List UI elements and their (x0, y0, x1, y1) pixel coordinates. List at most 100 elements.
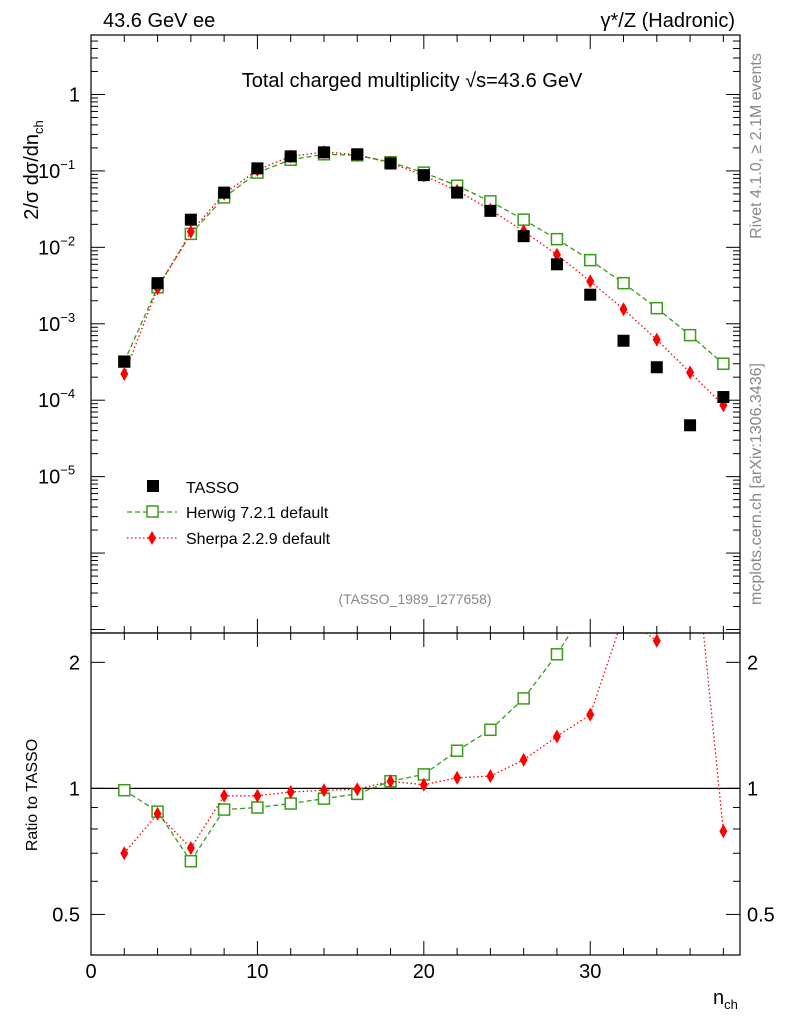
y-tick-label: 10−3 (38, 310, 75, 336)
ratio-point-sherpa (186, 841, 195, 856)
ratio-point-sherpa (552, 729, 561, 744)
y-tick-exponent: −4 (60, 386, 75, 401)
ratio-point-herwig (484, 723, 497, 737)
ratio-point-sherpa (286, 785, 295, 800)
main-panel: 1 10−1 10−2 10−3 10−4 10−5 Total charged mult… (21, 34, 741, 634)
ratio-point-herwig (550, 648, 564, 661)
main-point-tasso (251, 162, 264, 175)
legend-marker-sherpa (148, 531, 156, 545)
main-point-sherpa (586, 274, 595, 289)
ratio-point-herwig (450, 744, 464, 757)
x-tick-label: 20 (413, 961, 435, 983)
y-tick-exponent: −3 (60, 310, 75, 325)
legend: TASSO Herwig 7.2.1 default Sherpa 2.2.9 … (127, 480, 331, 548)
main-point-herwig (617, 276, 630, 290)
ratio-point-sherpa (386, 774, 395, 789)
ratio-panel: 2 2 1 1 0.5 0.5 0 10 20 30 Ratio to TASSO nch (24, 632, 775, 1012)
ratio-y-tick-labels: 2 2 1 1 0.5 0.5 (52, 652, 775, 926)
main-point-herwig (683, 328, 697, 342)
ratio-y-tick-label-right: 2 (747, 652, 758, 674)
y-tick-exponent: −5 (60, 463, 75, 478)
legend-marker-tasso (147, 480, 159, 492)
ratio-point-sherpa (719, 824, 728, 839)
legend-label-herwig: Herwig 7.2.1 default (186, 505, 329, 522)
main-point-herwig (650, 301, 664, 315)
main-y-axis-title: 2/σ dσ/dnch (21, 120, 46, 220)
ratio-point-sherpa (120, 846, 129, 861)
ratio-frame (90, 632, 741, 956)
ratio-y-tick-label: 1 (69, 778, 80, 800)
main-series-layer (118, 144, 730, 432)
x-tick-label: 10 (246, 961, 268, 983)
ratio-point-herwig (517, 692, 530, 705)
main-point-tasso (184, 213, 197, 226)
ratio-series-layer (118, 632, 728, 868)
main-point-tasso (118, 355, 131, 368)
y-tick-label: 10−4 (38, 386, 75, 412)
ratio-y-tick-label: 0.5 (52, 904, 80, 926)
ratio-point-herwig (118, 783, 131, 797)
y-tick-exponent: −2 (60, 233, 75, 248)
ratio-point-sherpa (519, 752, 528, 767)
main-point-tasso (417, 169, 430, 182)
ratio-point-sherpa (253, 788, 262, 803)
main-point-tasso (550, 258, 563, 271)
main-point-herwig (717, 357, 730, 370)
main-point-tasso (617, 334, 630, 347)
main-point-herwig (550, 232, 564, 246)
main-point-sherpa (186, 224, 195, 239)
y-tick-label: 10−5 (38, 463, 75, 489)
process-label: γ*/Z (Hadronic) (601, 10, 735, 32)
ratio-point-herwig (184, 854, 198, 868)
rivet-version-label: Rivet 4.1.0, ≥ 2.1M events (748, 53, 765, 239)
ratio-point-sherpa (652, 633, 661, 648)
ratio-point-sherpa (453, 770, 462, 785)
main-point-tasso (317, 146, 330, 159)
ratio-y-tick-label-right: 0.5 (747, 904, 775, 926)
analysis-watermark: (TASSO_1989_I277658) (338, 591, 491, 607)
ratio-point-sherpa (586, 707, 595, 722)
main-point-tasso (584, 288, 597, 301)
x-axis-label: nch (713, 987, 738, 1012)
ratio-point-sherpa (486, 769, 495, 784)
main-point-tasso (384, 157, 397, 170)
main-point-herwig (583, 253, 597, 267)
legend-entry-sherpa: Sherpa 2.2.9 default (127, 531, 331, 548)
y-tick-label: 10−2 (38, 233, 75, 259)
ratio-line-sherpa (123, 632, 725, 854)
main-title: Total charged multiplicity √s=43.6 GeV (242, 70, 583, 92)
energy-label: 43.6 GeV ee (103, 10, 215, 32)
main-point-tasso (650, 361, 663, 374)
legend-entry-herwig: Herwig 7.2.1 default (127, 505, 329, 522)
ratio-point-herwig (217, 803, 231, 816)
main-point-tasso (517, 230, 530, 243)
y-tick-label: 1 (69, 84, 80, 106)
main-point-tasso (684, 419, 697, 432)
ratio-point-herwig (284, 797, 297, 810)
main-point-sherpa (619, 302, 628, 317)
main-point-sherpa (552, 247, 561, 262)
x-tick-label: 30 (579, 961, 601, 983)
main-point-sherpa (686, 365, 695, 380)
main-point-tasso (451, 186, 464, 199)
main-point-sherpa (120, 367, 129, 382)
legend-label-sherpa: Sherpa 2.2.9 default (186, 531, 331, 548)
main-point-herwig (517, 213, 530, 226)
legend-entry-tasso: TASSO (147, 480, 239, 497)
x-tick-label: 0 (85, 961, 96, 983)
main-line-sherpa (123, 151, 724, 406)
legend-marker-herwig (146, 505, 159, 518)
ratio-point-sherpa (220, 788, 229, 803)
y-tick-label: 10−1 (38, 157, 75, 183)
legend-label-tasso: TASSO (186, 480, 239, 497)
main-point-tasso (717, 391, 730, 404)
main-y-tick-labels: 1 10−1 10−2 10−3 10−4 10−5 (38, 84, 80, 488)
main-point-tasso (151, 277, 164, 290)
main-y-axis-label: 2/σ dσ/dnch (21, 120, 46, 220)
ratio-line-herwig (123, 632, 571, 862)
ratio-point-sherpa (353, 782, 362, 797)
ratio-tick-marks (90, 633, 740, 955)
main-point-sherpa (652, 332, 661, 347)
ratio-y-axis-label: Ratio to TASSO (24, 739, 41, 851)
